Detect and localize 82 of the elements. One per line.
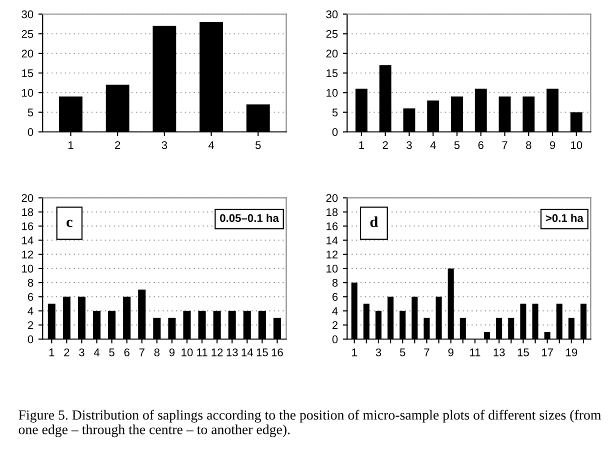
y-tick-label: 30 — [22, 10, 34, 18]
y-tick-label: 6 — [332, 292, 338, 301]
y-tick-label: 2 — [332, 321, 338, 330]
x-tick-label: 9 — [448, 348, 454, 356]
y-tick-label: 4 — [28, 307, 34, 315]
x-tick-label: 3 — [79, 348, 84, 356]
x-tick-label: 16 — [272, 348, 283, 356]
x-tick-label: 1 — [359, 141, 364, 149]
y-tick-label: 16 — [326, 222, 338, 230]
y-tick-label: 16 — [22, 222, 34, 230]
x-tick-label: 3 — [376, 348, 382, 356]
x-tick-label: 11 — [470, 348, 480, 356]
x-tick-label: 11 — [197, 348, 208, 356]
x-tick-label: 7 — [502, 141, 508, 149]
y-tick-label: 2 — [28, 321, 34, 330]
y-tick-label: 6 — [28, 292, 34, 301]
y-tick-label: 12 — [326, 250, 338, 258]
annotation: 0.05–0.1 ha — [220, 214, 279, 222]
x-tick-label: 13 — [494, 348, 505, 356]
y-tick-label: 20 — [22, 50, 34, 58]
annotation: d — [370, 216, 378, 228]
y-tick-label: 20 — [326, 194, 338, 202]
y-tick-label: 10 — [326, 88, 338, 97]
x-tick-label: 10 — [571, 141, 582, 150]
x-tick-label: 15 — [256, 348, 268, 356]
x-tick-label: 6 — [124, 348, 130, 356]
y-tick-label: 30 — [326, 10, 338, 18]
x-tick-label: 4 — [208, 141, 214, 149]
y-tick-label: 15 — [326, 69, 338, 78]
y-tick-label: 20 — [326, 50, 338, 58]
y-tick-label: 25 — [22, 30, 34, 38]
annotation: >0.1 ha — [546, 214, 584, 222]
y-tick-label: 10 — [326, 264, 338, 273]
x-tick-label: 8 — [154, 348, 160, 356]
x-tick-label: 2 — [115, 141, 120, 149]
y-tick-label: 10 — [22, 88, 34, 97]
x-tick-label: 9 — [169, 348, 175, 356]
y-tick-label: 15 — [22, 69, 34, 78]
x-tick-label: 9 — [550, 141, 556, 150]
y-tick-label: 18 — [326, 208, 338, 216]
x-tick-label: 13 — [226, 348, 238, 356]
x-tick-label: 4 — [94, 348, 100, 356]
x-tick-label: 6 — [478, 141, 484, 150]
x-tick-label: 4 — [430, 141, 436, 149]
caption: Figure 5. Distribution of saplings according to the position of micro-sample plots of different sizes (from one edge – through the centre – to another edge). — [18, 410, 602, 438]
y-tick-label: 18 — [22, 208, 34, 216]
y-tick-label: 5 — [28, 108, 34, 116]
x-tick-label: 10 — [182, 348, 193, 356]
y-tick-label: 4 — [332, 307, 338, 315]
y-tick-label: 8 — [332, 278, 338, 287]
x-tick-label: 2 — [64, 348, 70, 356]
x-tick-label: 1 — [352, 348, 357, 356]
x-tick-label: 1 — [68, 141, 74, 149]
x-tick-label: 19 — [566, 348, 578, 356]
y-tick-label: 8 — [28, 278, 34, 287]
y-tick-label: 25 — [326, 30, 338, 38]
y-tick-label: 12 — [22, 250, 34, 258]
x-tick-label: 5 — [255, 141, 261, 150]
x-tick-label: 12 — [212, 348, 223, 356]
x-tick-label: 5 — [454, 141, 460, 150]
x-tick-label: 5 — [109, 348, 114, 356]
x-tick-label: 3 — [162, 141, 168, 150]
y-tick-label: 14 — [22, 236, 34, 244]
y-tick-label: 0 — [28, 335, 34, 344]
y-tick-label: 0 — [28, 128, 34, 136]
y-tick-label: 0 — [332, 128, 338, 136]
x-tick-label: 7 — [139, 348, 144, 356]
y-tick-label: 5 — [332, 108, 338, 116]
x-tick-label: 2 — [382, 141, 388, 149]
y-tick-label: 10 — [22, 264, 34, 273]
x-tick-label: 1 — [49, 348, 54, 356]
x-tick-label: 8 — [526, 141, 532, 150]
x-tick-label: 7 — [424, 348, 430, 356]
y-tick-label: 14 — [326, 236, 338, 244]
x-tick-label: 3 — [406, 141, 412, 150]
x-tick-label: 17 — [542, 348, 553, 356]
x-tick-label: 15 — [518, 348, 529, 356]
annotation: c — [66, 220, 72, 228]
x-tick-label: 14 — [242, 348, 253, 356]
y-tick-label: 0 — [332, 335, 338, 344]
y-tick-label: 20 — [22, 194, 34, 202]
x-tick-label: 5 — [400, 348, 406, 356]
